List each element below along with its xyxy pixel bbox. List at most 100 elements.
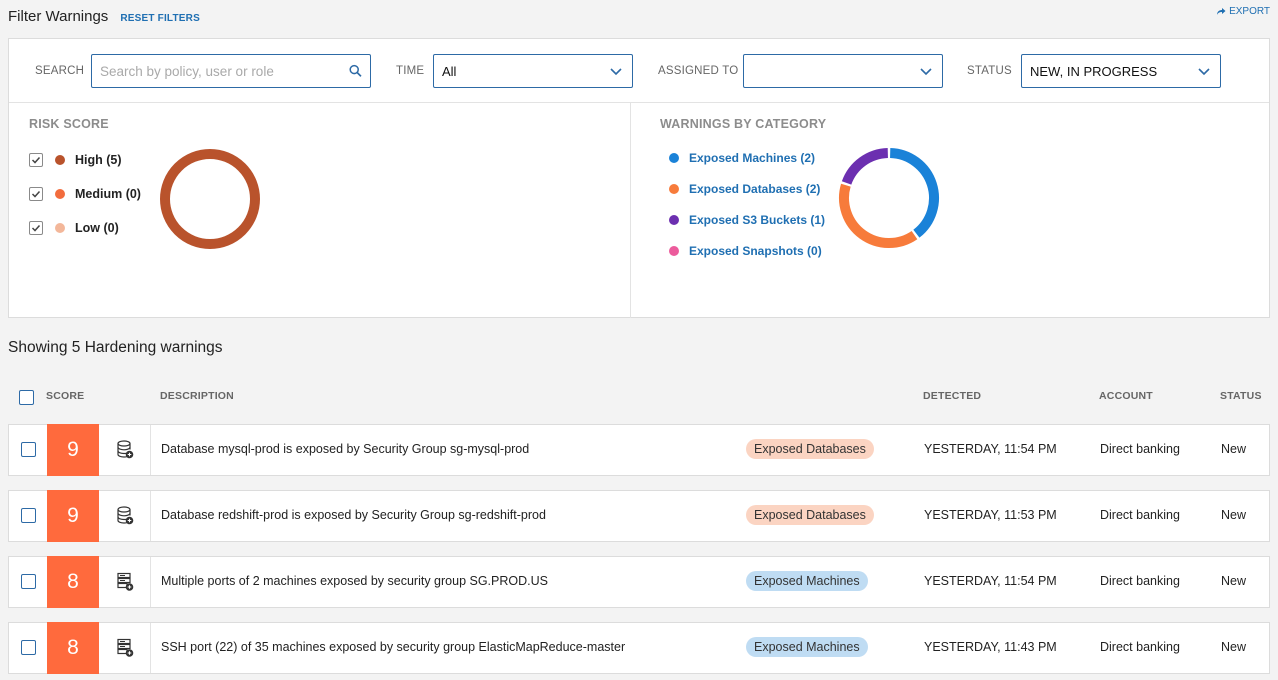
risk-filter-checkbox[interactable]	[29, 153, 43, 167]
score-column-header[interactable]: SCORE	[46, 390, 85, 402]
description-column-header[interactable]: DESCRIPTION	[160, 390, 234, 402]
reset-filters-link[interactable]: RESET FILTERS	[120, 13, 200, 24]
category-legend-label[interactable]: Exposed Databases (2)	[689, 182, 821, 196]
warning-status: New	[1221, 508, 1247, 522]
category-color-dot	[669, 184, 679, 194]
risk-legend-label: Low (0)	[75, 221, 119, 235]
risk-color-dot	[55, 155, 65, 165]
warning-description: Database redshift-prod is exposed by Sec…	[161, 508, 546, 522]
risk-legend-item: Medium (0)	[29, 187, 141, 201]
category-legend-label[interactable]: Exposed Snapshots (0)	[689, 244, 822, 258]
select-all-checkbox[interactable]	[19, 390, 34, 405]
risk-score-donut-chart	[160, 149, 260, 249]
category-donut-segment	[889, 148, 939, 238]
export-button[interactable]: EXPORT	[1216, 6, 1270, 17]
assigned-to-label: ASSIGNED TO	[658, 65, 739, 77]
score-badge: 9	[47, 490, 99, 542]
row-checkbox[interactable]	[21, 640, 36, 655]
risk-color-dot	[55, 189, 65, 199]
detected-time: YESTERDAY, 11:43 PM	[924, 640, 1057, 654]
export-label: EXPORT	[1229, 6, 1270, 17]
status-column-header[interactable]: STATUS	[1220, 390, 1262, 402]
category-tag: Exposed Databases	[746, 439, 874, 459]
chevron-down-icon	[1198, 68, 1210, 76]
server-icon	[116, 638, 133, 657]
category-legend-item[interactable]: Exposed Machines (2)	[669, 151, 815, 165]
detected-time: YESTERDAY, 11:54 PM	[924, 574, 1057, 588]
category-legend-label[interactable]: Exposed S3 Buckets (1)	[689, 213, 826, 227]
risk-legend-item: Low (0)	[29, 221, 119, 235]
table-header: SCORE DESCRIPTION DETECTED ACCOUNT STATU…	[8, 380, 1270, 412]
time-value: All	[442, 63, 457, 79]
assigned-to-select[interactable]	[743, 54, 943, 88]
risk-legend-label: High (5)	[75, 153, 122, 167]
database-icon	[116, 440, 133, 459]
filter-row: SEARCH TIME All ASSIGNED TO STATUS NEW, …	[9, 39, 1269, 103]
warning-description: Database mysql-prod is exposed by Securi…	[161, 442, 530, 456]
resource-type-cell	[99, 425, 151, 475]
status-select[interactable]: NEW, IN PROGRESS	[1021, 54, 1221, 88]
score-badge: 8	[47, 556, 99, 608]
resource-type-cell	[99, 557, 151, 607]
share-arrow-icon	[1217, 8, 1226, 15]
category-color-dot	[669, 153, 679, 163]
category-color-dot	[669, 215, 679, 225]
page-title: Filter Warnings	[8, 8, 109, 25]
row-checkbox[interactable]	[21, 508, 36, 523]
warnings-by-category-title: WARNINGS BY CATEGORY	[660, 117, 827, 131]
warning-description: SSH port (22) of 35 machines exposed by …	[161, 640, 626, 654]
account-name: Direct banking	[1100, 508, 1180, 522]
search-input[interactable]	[100, 63, 349, 79]
risk-score-title: RISK SCORE	[29, 117, 109, 131]
category-color-dot	[669, 246, 679, 256]
database-icon	[116, 506, 133, 525]
server-icon	[116, 572, 133, 591]
panel-divider	[630, 103, 631, 318]
time-select[interactable]: All	[433, 54, 633, 88]
category-legend-item[interactable]: Exposed S3 Buckets (1)	[669, 213, 825, 227]
warning-status: New	[1221, 442, 1247, 456]
search-box[interactable]	[91, 54, 371, 88]
check-icon	[31, 224, 41, 232]
risk-filter-checkbox[interactable]	[29, 221, 43, 235]
category-legend-item[interactable]: Exposed Databases (2)	[669, 182, 820, 196]
account-name: Direct banking	[1100, 574, 1180, 588]
category-donut-segment	[841, 148, 889, 185]
detected-column-header[interactable]: DETECTED	[923, 390, 982, 402]
chevron-down-icon	[920, 68, 932, 76]
resource-type-cell	[99, 623, 151, 673]
risk-legend-label: Medium (0)	[75, 187, 141, 201]
category-tag: Exposed Databases	[746, 505, 874, 525]
warning-status: New	[1221, 640, 1247, 654]
detected-time: YESTERDAY, 11:53 PM	[924, 508, 1057, 522]
risk-filter-checkbox[interactable]	[29, 187, 43, 201]
risk-donut-segment	[160, 149, 260, 249]
time-label: TIME	[396, 65, 425, 77]
category-donut-segment	[839, 183, 918, 248]
table-row[interactable]: 9 Database mysql-prod is exposed by Secur…	[8, 424, 1270, 476]
row-checkbox[interactable]	[21, 574, 36, 589]
risk-legend-item: High (5)	[29, 153, 122, 167]
category-donut-chart	[839, 148, 939, 248]
account-column-header[interactable]: ACCOUNT	[1099, 390, 1153, 402]
search-label: SEARCH	[35, 65, 85, 77]
table-row[interactable]: 8 Multiple ports of 2 machines exposed by…	[8, 556, 1270, 608]
account-name: Direct banking	[1100, 442, 1180, 456]
check-icon	[31, 190, 41, 198]
risk-color-dot	[55, 223, 65, 233]
header: Filter Warnings RESET FILTERS	[8, 8, 200, 25]
table-row[interactable]: 9 Database redshift-prod is exposed by Se…	[8, 490, 1270, 542]
account-name: Direct banking	[1100, 640, 1180, 654]
warning-description: Multiple ports of 2 machines exposed by …	[161, 574, 548, 588]
search-icon[interactable]	[349, 64, 362, 78]
category-legend-label[interactable]: Exposed Machines (2)	[689, 151, 816, 165]
status-label: STATUS	[967, 65, 1012, 77]
filter-panel: SEARCH TIME All ASSIGNED TO STATUS NEW, …	[8, 38, 1270, 318]
detected-time: YESTERDAY, 11:54 PM	[924, 442, 1057, 456]
table-row[interactable]: 8 SSH port (22) of 35 machines exposed by…	[8, 622, 1270, 674]
category-legend-item[interactable]: Exposed Snapshots (0)	[669, 244, 822, 258]
warning-status: New	[1221, 574, 1247, 588]
score-badge: 8	[47, 622, 99, 674]
row-checkbox[interactable]	[21, 442, 36, 457]
status-value: NEW, IN PROGRESS	[1030, 63, 1158, 79]
